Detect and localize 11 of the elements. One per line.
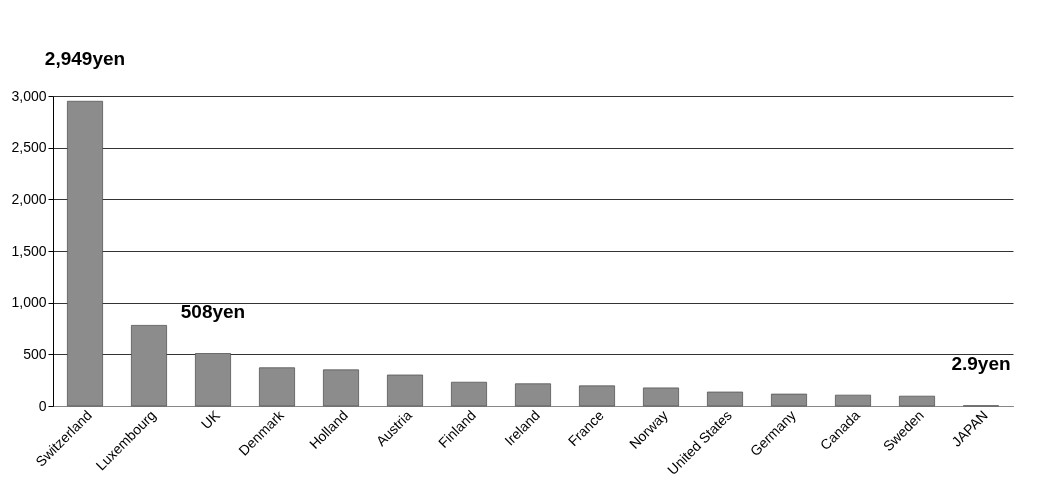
y-tick-label: 3,000 <box>11 87 47 104</box>
annotation: 2,949yen <box>44 48 126 70</box>
y-tick-label: 2,000 <box>11 190 47 207</box>
y-tick-label: 1,500 <box>11 242 47 259</box>
y-tick-label: 500 <box>23 345 47 362</box>
y-tick-label: 0 <box>38 397 47 414</box>
annotation: 508yen <box>180 300 246 322</box>
x-tick-label: UK <box>197 406 224 433</box>
y-tick-label: 1,000 <box>11 294 47 311</box>
y-tick-label: 2,500 <box>11 139 47 156</box>
annotation: 2.9yen <box>951 352 1011 374</box>
